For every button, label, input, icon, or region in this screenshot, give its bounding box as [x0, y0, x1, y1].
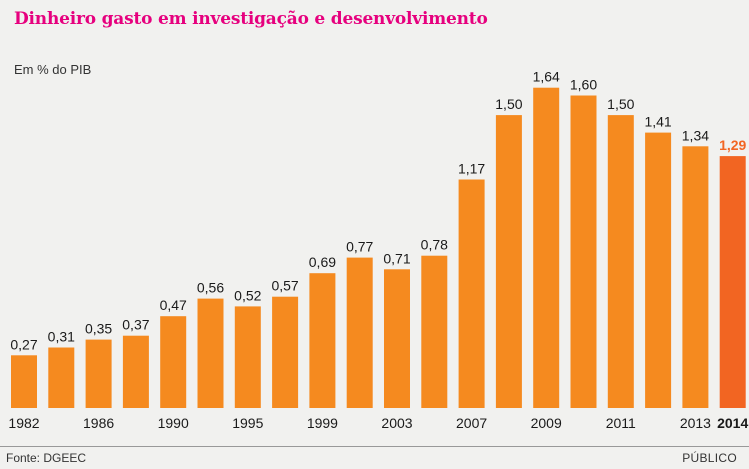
x-tick-label-1986: 1986 — [83, 415, 114, 431]
footer-divider — [0, 446, 749, 447]
value-label-2007: 1,17 — [458, 161, 485, 177]
value-label-2005: 0,78 — [421, 237, 448, 253]
bar-2007 — [458, 179, 485, 408]
bar-1990 — [160, 316, 187, 408]
bar-2011 — [607, 115, 634, 408]
brand-logo: PÚBLICO — [682, 451, 737, 465]
value-label-1982: 0,27 — [10, 336, 37, 352]
bar-2009 — [533, 87, 560, 408]
bar-2012 — [645, 132, 672, 408]
value-label-1990: 0,47 — [160, 297, 187, 313]
bar-2005 — [421, 255, 448, 408]
value-label-2010: 1,60 — [570, 77, 597, 93]
value-label-2001: 0,77 — [346, 239, 373, 255]
value-label-2003: 0,71 — [383, 250, 410, 266]
value-label-1995: 0,52 — [234, 287, 261, 303]
bar-1984 — [48, 347, 75, 408]
y-axis-label: Em % do PIB — [14, 62, 92, 77]
value-label-2014: 1,29 — [719, 137, 746, 153]
x-tick-label-2003: 2003 — [381, 415, 412, 431]
value-label-1986: 0,35 — [85, 321, 112, 337]
bar-chart: 0,27 1982 0,31 0,35 1986 0,37 0,47 1990 0,56 0,52… — [8, 69, 748, 431]
value-label-2012: 1,41 — [644, 114, 671, 130]
x-tick-label-2013: 2013 — [680, 415, 711, 431]
bar-1986 — [85, 339, 112, 408]
x-tick-label-2014: 2014 — [717, 415, 748, 431]
x-tick-label-1982: 1982 — [8, 415, 39, 431]
chart-title: Dinheiro gasto em investigação e desenvo… — [14, 9, 488, 29]
x-tick-label-2011: 2011 — [606, 415, 636, 431]
x-tick-label-2007: 2007 — [456, 415, 487, 431]
source-note: Fonte: DGEEC — [6, 451, 87, 465]
bar-1988 — [122, 335, 149, 408]
bar-1992 — [197, 298, 224, 408]
x-tick-label-1999: 1999 — [307, 415, 338, 431]
value-label-1988: 0,37 — [122, 317, 149, 333]
bar-2013 — [682, 146, 709, 409]
bar-2001 — [346, 257, 373, 408]
bar-2010 — [570, 95, 597, 408]
bar-2008 — [495, 115, 522, 408]
value-label-2013: 1,34 — [682, 127, 709, 143]
value-label-2011: 1,50 — [607, 96, 634, 112]
value-label-1984: 0,31 — [48, 329, 75, 345]
bar-1982 — [11, 355, 37, 408]
bar-1999 — [309, 273, 336, 408]
value-label-1997: 0,57 — [271, 278, 298, 294]
x-tick-label-1995: 1995 — [232, 415, 263, 431]
value-label-1999: 0,69 — [309, 254, 336, 270]
value-label-2009: 1,64 — [533, 69, 560, 85]
bar-2003 — [384, 269, 410, 408]
value-label-1992: 0,56 — [197, 280, 224, 296]
value-label-2008: 1,50 — [495, 96, 522, 112]
x-tick-label-2009: 2009 — [531, 415, 562, 431]
bar-1997 — [272, 296, 299, 408]
bar-2014 — [719, 156, 746, 408]
x-tick-label-1990: 1990 — [158, 415, 189, 431]
bar-1995 — [234, 306, 261, 408]
